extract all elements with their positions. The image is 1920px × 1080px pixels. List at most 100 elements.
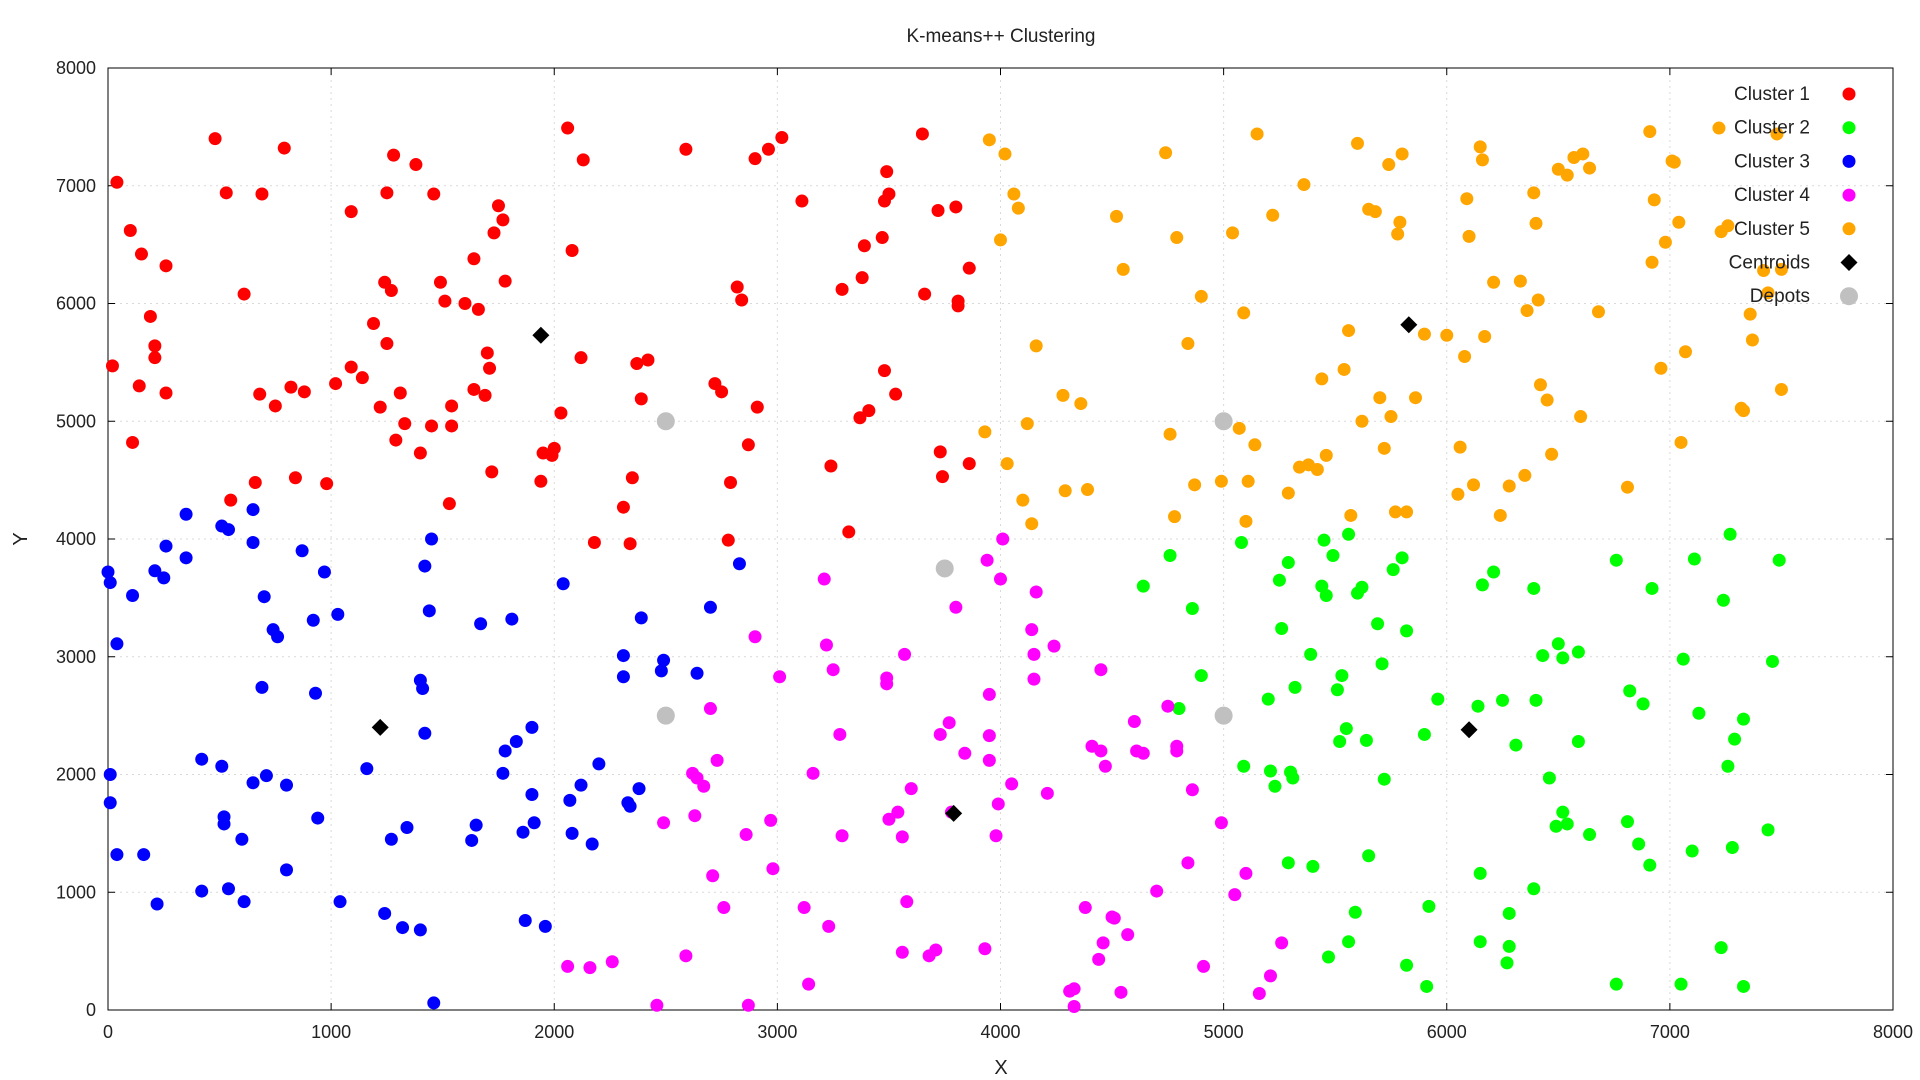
y-tick-label: 5000 bbox=[56, 411, 96, 431]
cluster-3-point bbox=[469, 818, 483, 832]
cluster-1-point bbox=[915, 127, 929, 141]
cluster-1-point bbox=[491, 199, 505, 213]
cluster-5-point bbox=[1576, 147, 1590, 161]
cluster-5-point bbox=[1074, 397, 1088, 411]
cluster-1-point bbox=[962, 261, 976, 275]
cluster-5-point bbox=[1757, 264, 1771, 278]
cluster-2-point bbox=[1542, 771, 1556, 785]
cluster-2-point bbox=[1716, 593, 1730, 607]
cluster-4-point bbox=[933, 727, 947, 741]
cluster-5-point bbox=[1377, 441, 1391, 455]
cluster-1-point bbox=[297, 385, 311, 399]
cluster-5-point bbox=[1672, 215, 1686, 229]
cluster-4-point bbox=[703, 702, 717, 716]
cluster-2-point bbox=[1417, 727, 1431, 741]
cluster-4-point bbox=[833, 727, 847, 741]
cluster-2-point bbox=[1420, 979, 1434, 993]
cluster-2-point bbox=[1772, 553, 1786, 567]
cluster-1-point bbox=[478, 388, 492, 402]
cluster-4-point bbox=[1136, 746, 1150, 760]
cluster-2-point bbox=[1400, 958, 1414, 972]
cluster-1-point bbox=[219, 186, 233, 200]
cluster-5-point bbox=[1315, 372, 1329, 386]
cluster-3-point bbox=[592, 757, 606, 771]
centroid-marker bbox=[371, 718, 389, 736]
cluster-1-point bbox=[951, 299, 965, 313]
cluster-4-point bbox=[1127, 715, 1141, 729]
cluster-3-point bbox=[159, 539, 173, 553]
cluster-4-point bbox=[1181, 856, 1195, 870]
cluster-4-point bbox=[880, 677, 894, 691]
cluster-3-point bbox=[616, 649, 630, 663]
x-tick-label: 5000 bbox=[1204, 1022, 1244, 1042]
cluster-5-point bbox=[1029, 339, 1043, 353]
cluster-2-point bbox=[1371, 617, 1385, 631]
cluster-1-point bbox=[208, 132, 222, 146]
cluster-3-point bbox=[378, 906, 392, 920]
cluster-1-point bbox=[148, 351, 162, 365]
cluster-4-point bbox=[1197, 959, 1211, 973]
cluster-1-point bbox=[679, 142, 693, 156]
legend-cluster-1-symbol bbox=[1842, 87, 1856, 101]
cluster-5-point bbox=[1518, 468, 1532, 482]
cluster-5-point bbox=[1170, 231, 1184, 245]
cluster-4-point bbox=[1005, 777, 1019, 791]
cluster-4-point bbox=[891, 805, 905, 819]
cluster-4-point bbox=[882, 812, 896, 826]
cluster-5-point bbox=[1241, 474, 1255, 488]
cluster-3-point bbox=[418, 726, 432, 740]
cluster-3-point bbox=[509, 735, 523, 749]
cluster-5-point bbox=[1520, 304, 1534, 318]
cluster-2-point bbox=[1737, 979, 1751, 993]
cluster-1-point bbox=[715, 385, 729, 399]
cluster-3-point bbox=[616, 670, 630, 684]
cluster-3-point bbox=[732, 557, 746, 571]
cluster-3-point bbox=[516, 825, 530, 839]
cluster-3-point bbox=[221, 882, 235, 896]
cluster-1-point bbox=[438, 294, 452, 308]
cluster-3-point bbox=[556, 577, 570, 591]
cluster-5-point bbox=[1393, 215, 1407, 229]
cluster-4-point bbox=[994, 572, 1007, 586]
cluster-3-point bbox=[465, 833, 479, 847]
cluster-1-point bbox=[458, 297, 472, 310]
cluster-3-point bbox=[311, 811, 325, 825]
x-tick-label: 4000 bbox=[980, 1022, 1020, 1042]
cluster-1-point bbox=[623, 537, 637, 551]
cluster-1-point bbox=[126, 435, 140, 449]
cluster-5-point bbox=[1237, 306, 1251, 320]
cluster-4-point bbox=[982, 753, 996, 767]
cluster-3-point bbox=[331, 607, 345, 621]
cluster-1-point bbox=[625, 471, 639, 485]
cluster-2-point bbox=[1377, 772, 1391, 786]
cluster-3-point bbox=[413, 923, 427, 937]
cluster-2-point bbox=[1674, 977, 1688, 991]
cluster-5-point bbox=[1351, 136, 1364, 150]
x-tick-label: 6000 bbox=[1427, 1022, 1467, 1042]
cluster-3-point bbox=[280, 863, 293, 877]
cluster-3-point bbox=[585, 837, 599, 851]
cluster-1-point bbox=[889, 387, 903, 401]
cluster-3-point bbox=[654, 664, 668, 678]
legend-centroids-symbol bbox=[1840, 254, 1858, 271]
cluster-1-point bbox=[471, 302, 485, 316]
cluster-1-point bbox=[496, 213, 510, 227]
cluster-4-point bbox=[978, 942, 992, 956]
cluster-1-point bbox=[855, 271, 869, 285]
cluster-5-point bbox=[1460, 192, 1474, 206]
cluster-1-point bbox=[498, 274, 512, 288]
cluster-2-point bbox=[1281, 556, 1295, 570]
cluster-2-point bbox=[1687, 552, 1701, 566]
legend-depots-symbol bbox=[1840, 287, 1858, 306]
centroid-marker bbox=[1460, 721, 1478, 739]
cluster-1-point bbox=[918, 287, 932, 301]
y-tick-label: 2000 bbox=[56, 765, 96, 785]
cluster-2-point bbox=[1386, 563, 1400, 577]
cluster-1-point bbox=[132, 379, 146, 393]
cluster-4-point bbox=[688, 809, 702, 823]
cluster-4-point bbox=[817, 572, 831, 586]
cluster-5-point bbox=[1761, 286, 1775, 300]
cluster-4-point bbox=[1114, 985, 1128, 999]
x-tick-label: 3000 bbox=[757, 1022, 797, 1042]
cluster-5-point bbox=[1163, 427, 1177, 441]
